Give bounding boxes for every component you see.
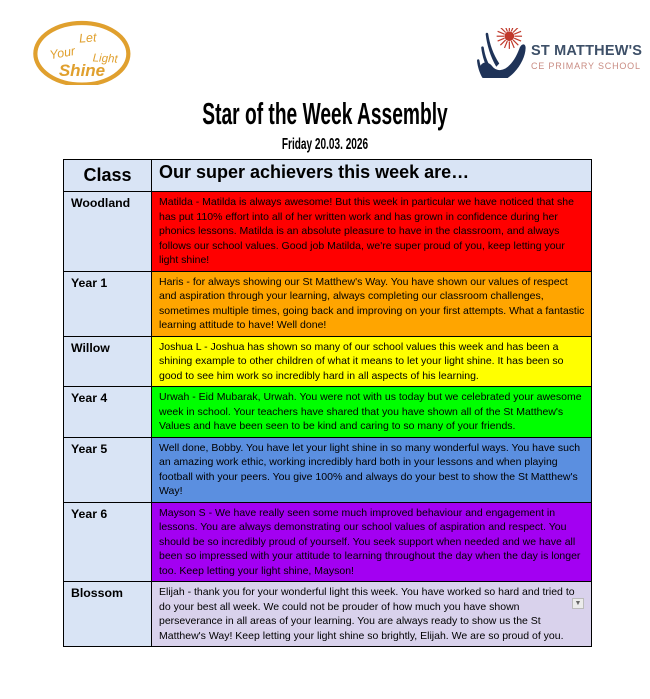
svg-text:Let: Let: [79, 30, 98, 45]
svg-text:Your: Your: [48, 44, 77, 62]
svg-text:Shine: Shine: [59, 61, 105, 80]
